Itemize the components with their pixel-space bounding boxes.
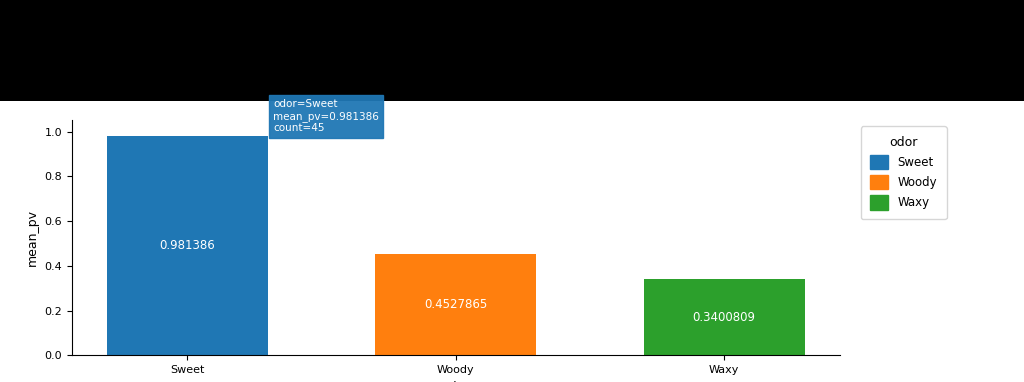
Text: 0.3400809: 0.3400809 — [692, 311, 756, 324]
Y-axis label: mean_pv: mean_pv — [26, 209, 39, 266]
Text: 0.4527865: 0.4527865 — [424, 298, 487, 311]
Text: 0.981386: 0.981386 — [160, 239, 215, 252]
Legend: Sweet, Woody, Waxy: Sweet, Woody, Waxy — [861, 126, 946, 219]
Text: odor=Sweet
mean_pv=0.981386
count=45: odor=Sweet mean_pv=0.981386 count=45 — [273, 99, 379, 133]
Bar — [644, 279, 805, 355]
Text: odor distribution: odor distribution — [72, 31, 175, 44]
Bar — [375, 254, 537, 355]
Text: odor distribution: odor distribution — [72, 88, 175, 101]
Bar — [106, 136, 267, 355]
X-axis label: odor: odor — [441, 380, 470, 382]
